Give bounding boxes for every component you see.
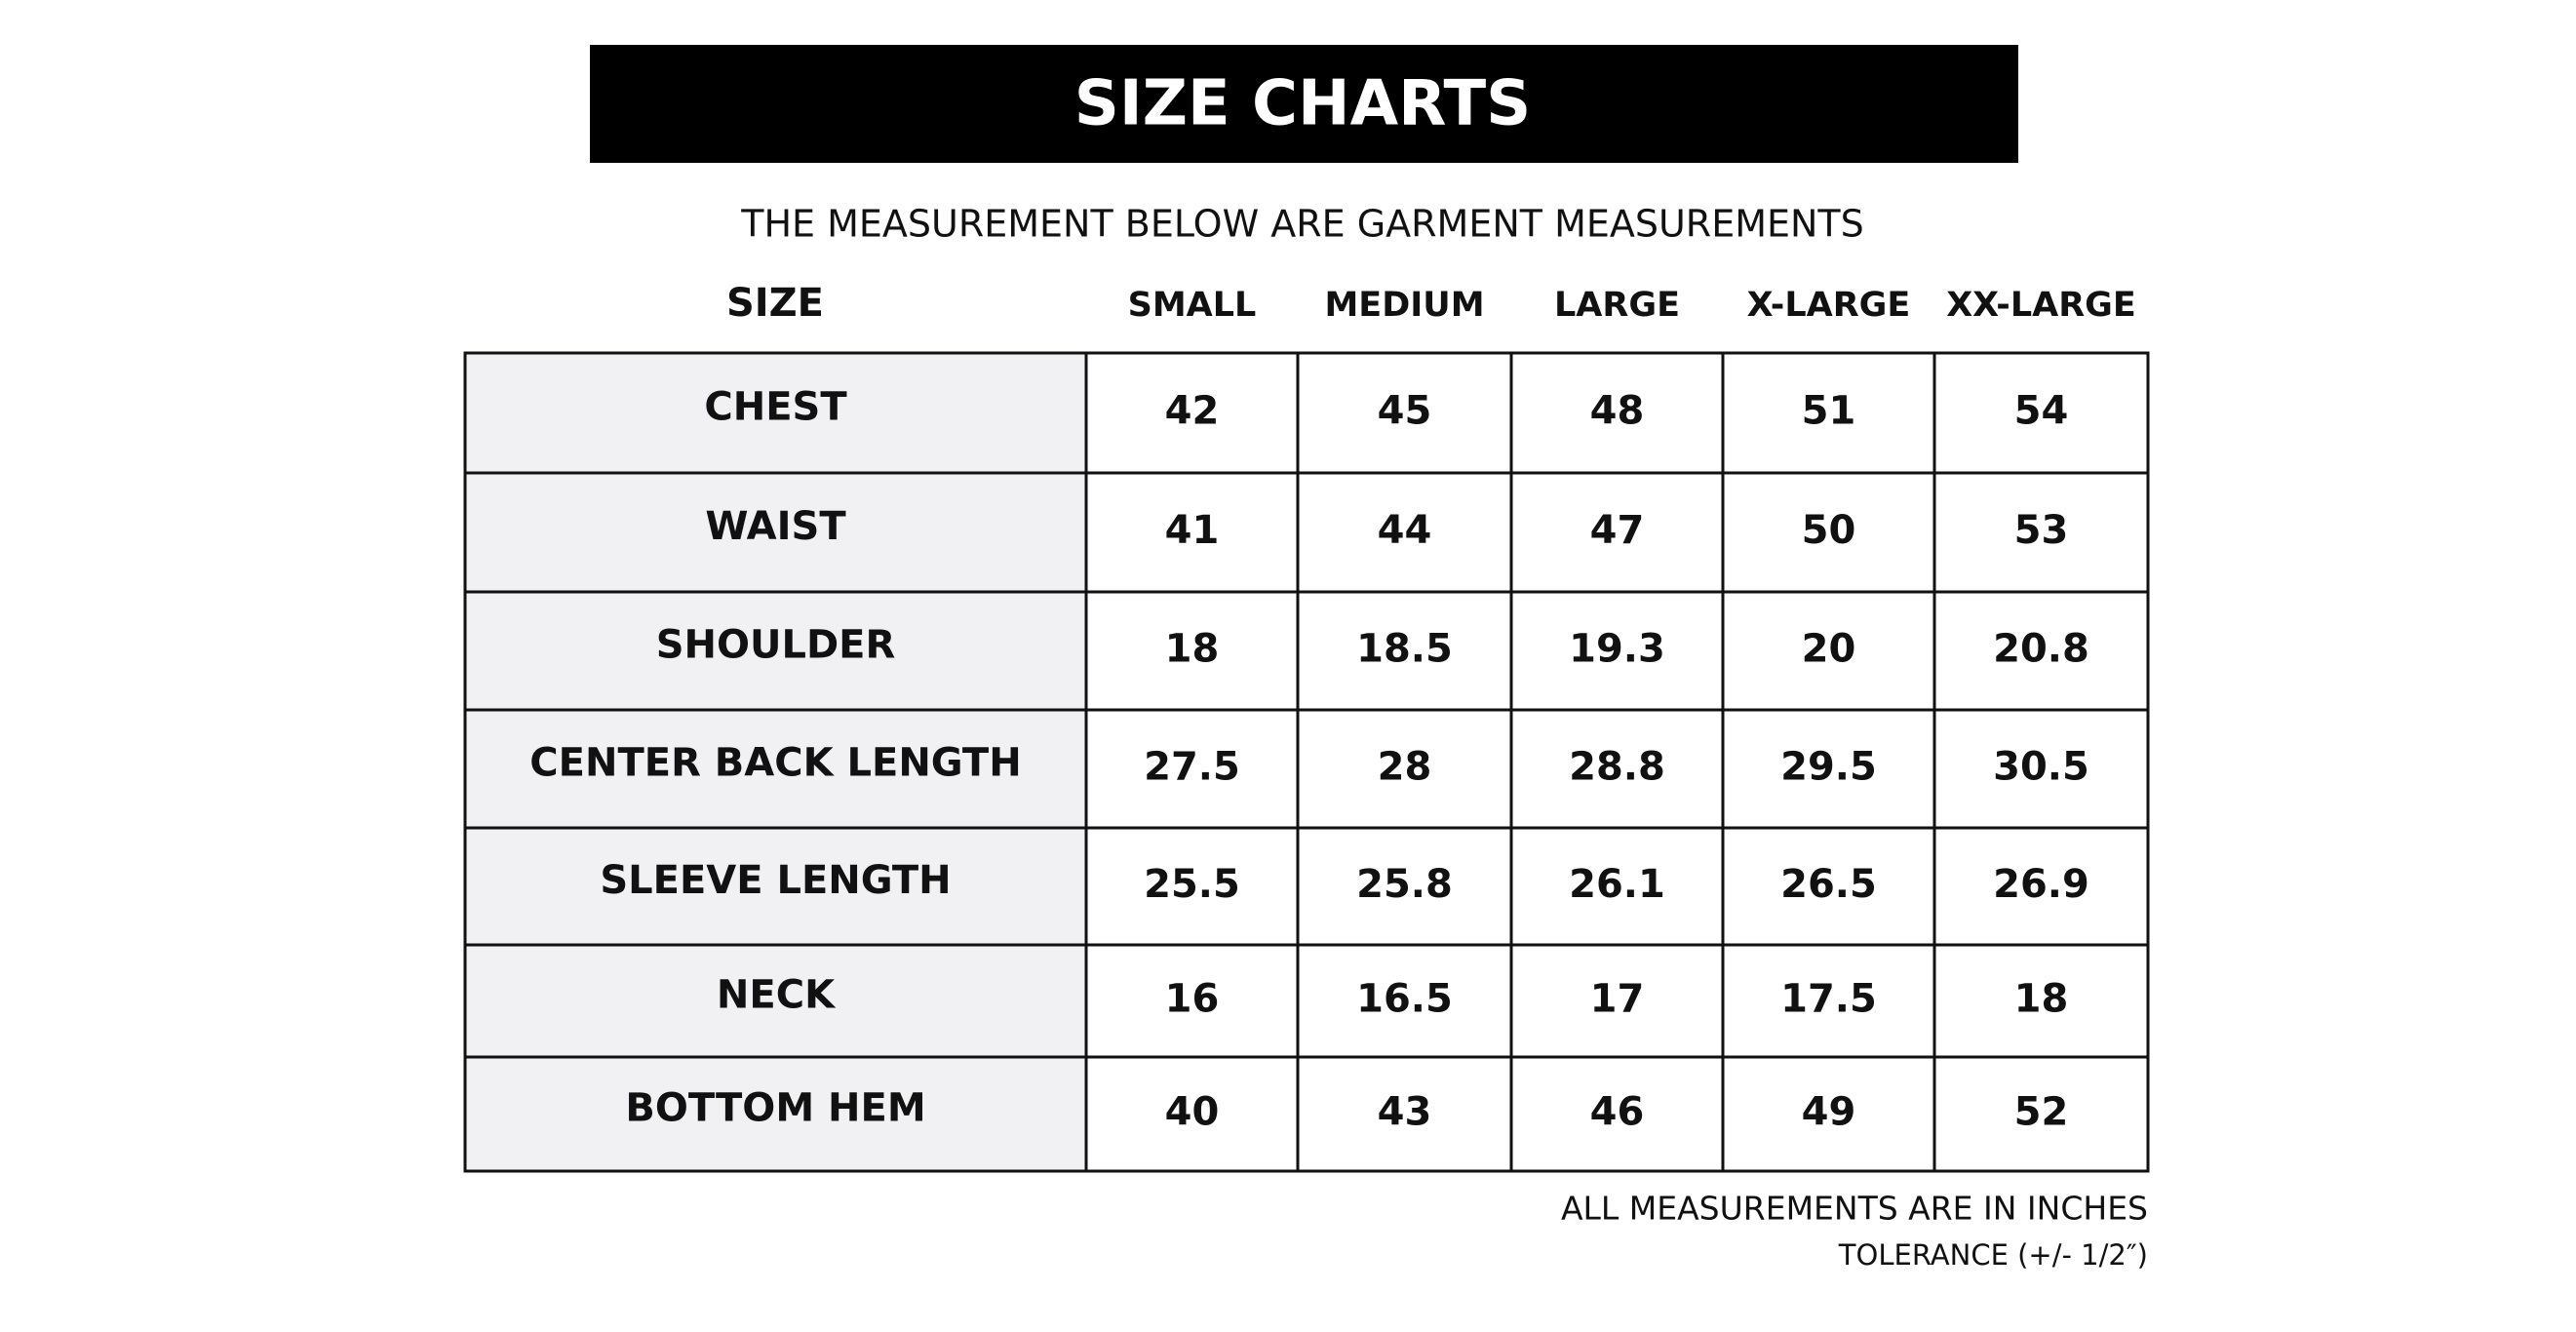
row-label: WAIST bbox=[705, 504, 846, 549]
value-cell bbox=[1084, 471, 1300, 594]
value: 18 bbox=[1165, 627, 1220, 672]
value-cell bbox=[1721, 1055, 1936, 1173]
value-cell bbox=[1296, 351, 1513, 475]
value: 46 bbox=[1590, 1090, 1645, 1135]
value-cell bbox=[1721, 943, 1936, 1059]
value: 40 bbox=[1165, 1090, 1220, 1135]
row-label-cell bbox=[463, 1055, 1088, 1173]
value: 26.5 bbox=[1780, 862, 1877, 907]
row-label: SHOULDER bbox=[656, 623, 896, 668]
column-header: X-LARGE bbox=[1747, 286, 1911, 325]
value-cell bbox=[1084, 351, 1300, 475]
value: 28 bbox=[1378, 745, 1432, 790]
value-cell bbox=[1296, 708, 1513, 830]
value-cell bbox=[1721, 590, 1936, 712]
column-header: MEDIUM bbox=[1324, 286, 1484, 325]
value-cell bbox=[1296, 471, 1513, 594]
value: 25.5 bbox=[1144, 862, 1240, 907]
value: 43 bbox=[1378, 1090, 1432, 1135]
value: 45 bbox=[1378, 389, 1432, 434]
value: 41 bbox=[1165, 508, 1220, 553]
value: 49 bbox=[1802, 1090, 1856, 1135]
value: 54 bbox=[2014, 389, 2069, 434]
value-cell bbox=[1296, 1055, 1513, 1173]
column-header: XX-LARGE bbox=[1946, 286, 2136, 325]
row-label: CHEST bbox=[704, 385, 847, 430]
row-label: SLEEVE LENGTH bbox=[600, 858, 951, 903]
value: 42 bbox=[1165, 389, 1220, 434]
value: 47 bbox=[1590, 508, 1645, 553]
value: 28.8 bbox=[1569, 745, 1665, 790]
column-header: SMALL bbox=[1128, 286, 1257, 325]
value-cell bbox=[1932, 826, 2150, 947]
row-label-cell bbox=[463, 708, 1088, 830]
value-cell bbox=[1509, 590, 1725, 712]
value: 30.5 bbox=[1993, 745, 2089, 790]
value: 50 bbox=[1802, 508, 1856, 553]
value: 25.8 bbox=[1356, 862, 1453, 907]
size-label: SIZE bbox=[726, 281, 824, 326]
row-label-cell bbox=[463, 943, 1088, 1059]
title: SIZE CHARTS bbox=[1074, 68, 1532, 140]
value-cell bbox=[1932, 471, 2150, 594]
value: 51 bbox=[1802, 389, 1856, 434]
tolerance-note: TOLERANCE (+/- 1/2″) bbox=[1838, 1238, 2148, 1272]
value-cell bbox=[1932, 708, 2150, 830]
value-cell bbox=[1296, 590, 1513, 712]
value-cell bbox=[1084, 590, 1300, 712]
value: 20.8 bbox=[1993, 627, 2089, 672]
row-label: NECK bbox=[717, 973, 837, 1018]
title-banner bbox=[590, 45, 2018, 163]
column-header: LARGE bbox=[1554, 286, 1680, 325]
value-cell bbox=[1932, 590, 2150, 712]
value-cell bbox=[1084, 826, 1300, 947]
value: 26.1 bbox=[1569, 862, 1665, 907]
value: 17 bbox=[1590, 977, 1645, 1022]
value: 53 bbox=[2014, 508, 2069, 553]
row-label: BOTTOM HEM bbox=[625, 1086, 925, 1131]
units-note: ALL MEASUREMENTS ARE IN INCHES bbox=[1561, 1190, 2148, 1228]
value-cell bbox=[1721, 708, 1936, 830]
value: 44 bbox=[1378, 508, 1432, 553]
value: 29.5 bbox=[1780, 745, 1877, 790]
value: 20 bbox=[1802, 627, 1856, 672]
row-label-cell bbox=[463, 351, 1088, 475]
value: 17.5 bbox=[1780, 977, 1877, 1022]
value: 18.5 bbox=[1356, 627, 1453, 672]
value: 16.5 bbox=[1356, 977, 1453, 1022]
value-cell bbox=[1509, 471, 1725, 594]
value-cell bbox=[1509, 708, 1725, 830]
value: 19.3 bbox=[1569, 627, 1665, 672]
row-label: CENTER BACK LENGTH bbox=[529, 741, 1021, 786]
row-label-cell bbox=[463, 471, 1088, 594]
value: 52 bbox=[2014, 1090, 2069, 1135]
value: 16 bbox=[1165, 977, 1220, 1022]
row-label-cell bbox=[463, 826, 1088, 947]
value-cell bbox=[1721, 826, 1936, 947]
value: 18 bbox=[2014, 977, 2069, 1022]
value-cell bbox=[1084, 1055, 1300, 1173]
value: 48 bbox=[1590, 389, 1645, 434]
value: 27.5 bbox=[1144, 745, 1240, 790]
value-cell bbox=[1932, 943, 2150, 1059]
value: 26.9 bbox=[1993, 862, 2089, 907]
row-label-cell bbox=[463, 590, 1088, 712]
value-cell bbox=[1932, 1055, 2150, 1173]
subtitle: THE MEASUREMENT BELOW ARE GARMENT MEASUR… bbox=[740, 203, 1864, 246]
